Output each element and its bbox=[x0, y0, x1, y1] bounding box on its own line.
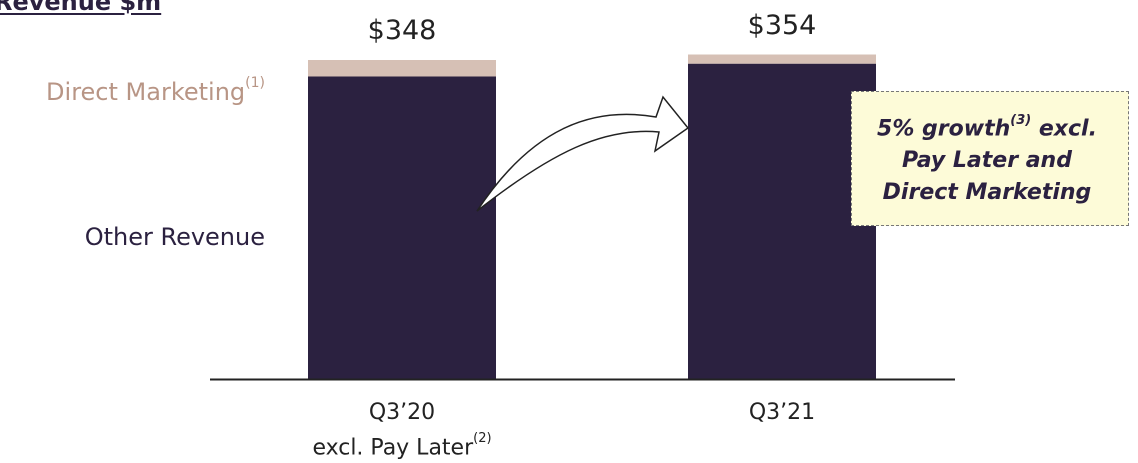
bar-segment-direct-marketing bbox=[308, 60, 496, 77]
bar-total-label: $348 bbox=[367, 15, 437, 46]
bar-segment-other-revenue bbox=[688, 63, 876, 380]
legend-other-revenue-label: Other Revenue bbox=[84, 223, 265, 251]
callout-excl: excl. bbox=[1031, 116, 1097, 142]
growth-callout: 5% growth(3) excl. Pay Later and Direct … bbox=[851, 91, 1129, 226]
x-tick-sub-note: (2) bbox=[473, 431, 492, 446]
x-tick-main: Q3’21 bbox=[748, 400, 816, 425]
bar-segment-other-revenue bbox=[308, 76, 496, 379]
x-tick-label: Q3’20 excl. Pay Later(2) bbox=[272, 398, 532, 463]
bar-segment-direct-marketing bbox=[688, 54, 876, 64]
legend-direct-marketing: Direct Marketing(1) bbox=[46, 75, 265, 106]
x-tick-sub-text: excl. Pay Later bbox=[312, 435, 474, 461]
callout-note: (3) bbox=[1010, 112, 1032, 128]
x-tick-label: Q3’21 bbox=[652, 398, 912, 428]
growth-arrow bbox=[476, 95, 690, 212]
x-tick-sub: excl. Pay Later(2) bbox=[272, 428, 532, 463]
bar-total-label: $354 bbox=[747, 9, 817, 41]
callout-text: 5% growth(3) excl. Pay Later and Direct … bbox=[877, 108, 1103, 209]
callout-line-1: 5% growth(3) excl. bbox=[877, 108, 1097, 145]
legend-other-revenue: Other Revenue bbox=[85, 223, 265, 251]
chart-title: Revenue $m bbox=[0, 0, 162, 16]
x-tick-main: Q3’20 bbox=[368, 400, 436, 425]
legend-direct-marketing-label: Direct Marketing bbox=[46, 78, 246, 106]
callout-growth-text: 5% growth bbox=[877, 116, 1011, 142]
callout-line-2: Pay Later and bbox=[902, 148, 1072, 174]
callout-line-3: Direct Marketing bbox=[882, 180, 1092, 206]
legend-direct-marketing-note: (1) bbox=[245, 75, 265, 91]
